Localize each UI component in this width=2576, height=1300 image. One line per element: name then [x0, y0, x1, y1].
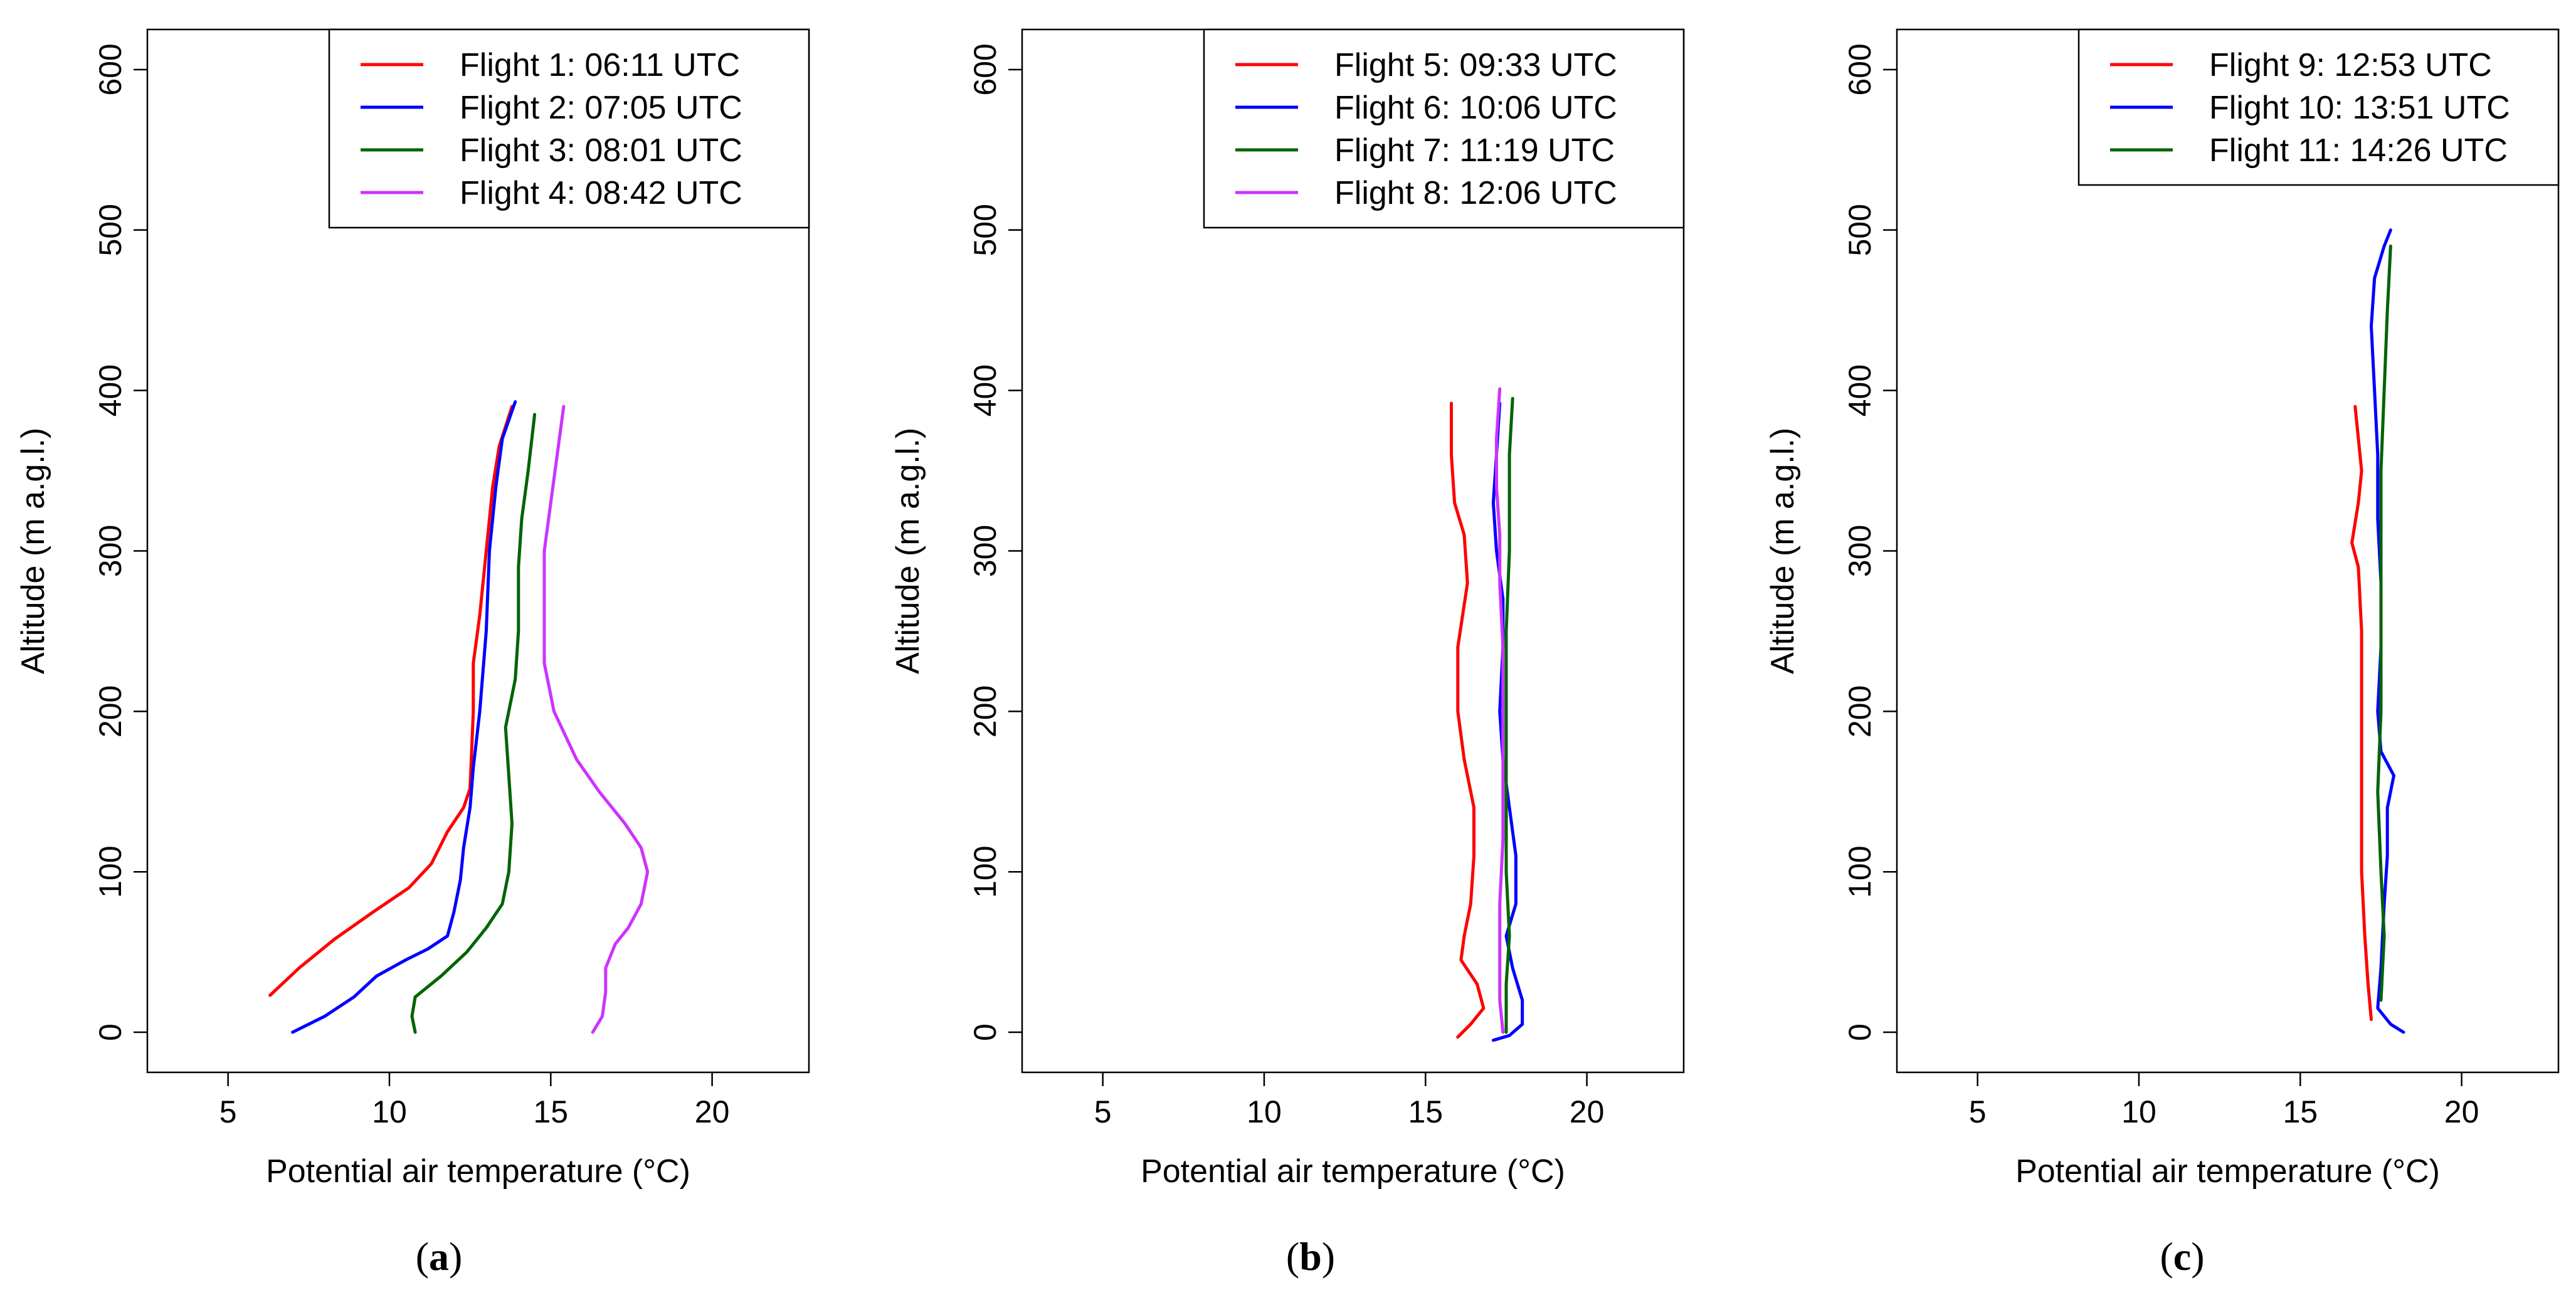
legend-box	[1203, 28, 1685, 229]
x-tick-label: 5	[1969, 1094, 1987, 1129]
y-tick-label: 500	[1842, 204, 1877, 256]
y-tick-label: 100	[1842, 845, 1877, 897]
y-tick-label: 600	[968, 43, 1003, 95]
y-tick-label: 600	[93, 43, 128, 95]
legend-label: Flight 2: 07:05 UTC	[460, 90, 742, 126]
y-tick-label: 400	[1842, 364, 1877, 416]
series-line-3	[2376, 244, 2392, 1002]
x-tick-label: 15	[2283, 1094, 2318, 1129]
series-line-3	[410, 413, 537, 1034]
y-tick-label: 0	[93, 1023, 128, 1041]
x-tick-label: 15	[1408, 1094, 1443, 1129]
x-tick-label: 10	[2121, 1094, 2156, 1129]
y-tick-label: 0	[968, 1023, 1003, 1041]
panel-label-letter: c	[2173, 1234, 2191, 1279]
series-group	[1450, 387, 1524, 1042]
y-axis-title: Altitude (m a.g.l.)	[890, 428, 926, 674]
legend-label: Flight 1: 06:11 UTC	[460, 47, 740, 83]
y-axis-title: Altitude (m a.g.l.)	[15, 428, 51, 674]
series-line-1	[268, 404, 514, 997]
series-line-4	[1495, 387, 1505, 1034]
y-tick-label: 600	[1842, 43, 1877, 95]
y-tick-label: 300	[93, 525, 128, 577]
series-line-2	[291, 400, 517, 1034]
series-group	[268, 400, 650, 1034]
y-tick-label: 400	[93, 364, 128, 416]
y-tick-label: 300	[968, 525, 1003, 577]
legend: Flight 1: 06:11 UTC Flight 2: 07:05 UTC Fl…	[328, 28, 810, 229]
series-line-2	[2370, 228, 2405, 1034]
x-axis-title: Potential air temperature (°C)	[1141, 1153, 1565, 1190]
legend-label: Flight 7: 11:19 UTC	[1334, 132, 1615, 169]
series-line-4	[542, 404, 650, 1034]
x-tick-label: 5	[219, 1094, 237, 1129]
y-tick-label: 200	[968, 685, 1003, 737]
y-tick-label: 500	[93, 204, 128, 256]
panel-label-open: (	[2160, 1234, 2173, 1279]
legend: Flight 5: 09:33 UTC Flight 6: 10:06 UTC Fl…	[1203, 28, 1685, 229]
y-tick-label: 0	[1842, 1023, 1877, 1041]
legend-label: Flight 5: 09:33 UTC	[1334, 47, 1617, 83]
x-tick-label: 10	[372, 1094, 407, 1129]
series-group	[2350, 228, 2405, 1034]
legend-label: Flight 9: 12:53 UTC	[2209, 47, 2492, 83]
legend-label: Flight 8: 12:06 UTC	[1334, 175, 1617, 211]
x-tick-label: 20	[1570, 1094, 1605, 1129]
x-axis-title: Potential air temperature (°C)	[266, 1153, 690, 1190]
series-line-3	[1504, 396, 1514, 1034]
legend-label: Flight 11: 14:26 UTC	[2209, 132, 2508, 169]
panel-label: (c)	[2160, 1234, 2204, 1279]
series-line-2	[1491, 401, 1524, 1042]
legend-label: Flight 10: 13:51 UTC	[2209, 90, 2510, 126]
y-tick-label: 100	[968, 845, 1003, 897]
legend-label: Flight 6: 10:06 UTC	[1334, 90, 1617, 126]
panel-label-letter: a	[429, 1234, 449, 1279]
x-tick-label: 10	[1247, 1094, 1282, 1129]
x-tick-label: 5	[1094, 1094, 1112, 1129]
y-axis-title: Altitude (m a.g.l.)	[1765, 428, 1801, 674]
x-tick-label: 20	[2444, 1094, 2479, 1129]
series-line-1	[2350, 404, 2373, 1022]
y-tick-label: 400	[968, 364, 1003, 416]
panel-label-letter: b	[1299, 1234, 1322, 1279]
series-line-1	[1450, 401, 1486, 1039]
panel-label-close: )	[449, 1234, 462, 1279]
x-tick-label: 15	[533, 1094, 568, 1129]
panel-label-open: (	[416, 1234, 429, 1279]
panel-label-close: )	[2191, 1234, 2204, 1279]
y-tick-label: 500	[968, 204, 1003, 256]
legend-box	[328, 28, 810, 229]
legend: Flight 9: 12:53 UTC Flight 10: 13:51 UTC F…	[2077, 28, 2560, 186]
y-tick-label: 200	[93, 685, 128, 737]
x-tick-label: 20	[695, 1094, 730, 1129]
y-tick-label: 200	[1842, 685, 1877, 737]
y-tick-label: 100	[93, 845, 128, 897]
x-axis-title: Potential air temperature (°C)	[2015, 1153, 2440, 1190]
panel-label: (b)	[1286, 1234, 1335, 1279]
panel-label: (a)	[416, 1234, 463, 1279]
legend-label: Flight 3: 08:01 UTC	[460, 132, 742, 169]
legend-label: Flight 4: 08:42 UTC	[460, 175, 742, 211]
y-tick-label: 300	[1842, 525, 1877, 577]
panel-label-open: (	[1286, 1234, 1299, 1279]
panel-label-close: )	[1322, 1234, 1335, 1279]
